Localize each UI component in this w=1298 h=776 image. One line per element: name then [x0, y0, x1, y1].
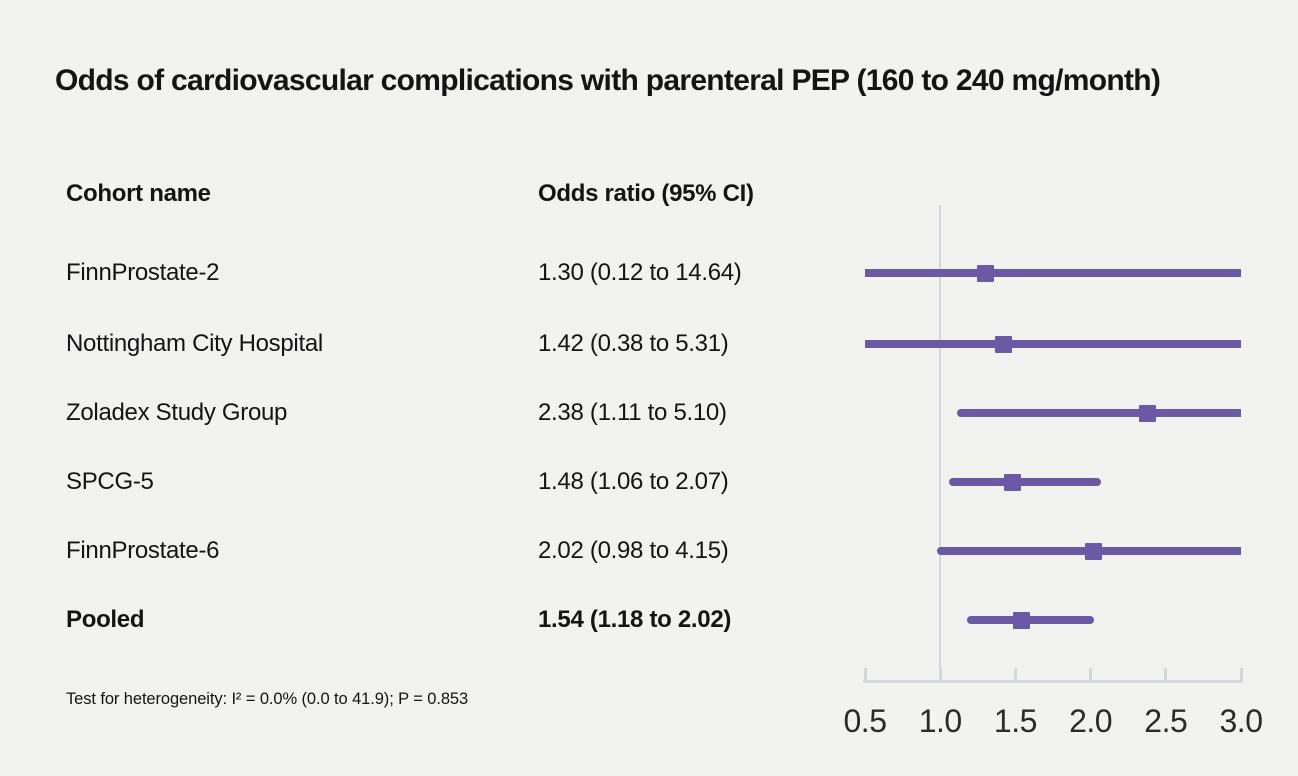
odds-ratio-value: 1.54 (1.18 to 2.02)	[538, 606, 732, 633]
ci-line	[865, 269, 1241, 277]
cohort-name: Nottingham City Hospital	[66, 330, 323, 357]
odds-ratio-marker	[1139, 404, 1157, 422]
ci-line	[956, 409, 1241, 417]
ci-line	[865, 340, 1241, 348]
odds-ratio-marker	[1012, 611, 1030, 629]
odds-ratio-marker	[976, 264, 994, 282]
axis-tick-label: 2.0	[1069, 703, 1113, 739]
axis-tick-label: 0.5	[843, 703, 887, 739]
axis-tick-label: 3.0	[1219, 703, 1263, 739]
axis-tick	[1164, 668, 1168, 682]
odds-ratio-marker	[1003, 473, 1021, 491]
axis-tick	[1013, 668, 1017, 682]
table-row: FinnProstate-6 2.02 (0.98 to 4.15)	[0, 535, 860, 567]
odds-ratio-value: 1.42 (0.38 to 5.31)	[538, 330, 729, 357]
table-row: Nottingham City Hospital 1.42 (0.38 to 5…	[0, 328, 860, 360]
axis-tick-label: 2.5	[1144, 703, 1188, 739]
odds-ratio-value: 1.30 (0.12 to 14.64)	[538, 259, 742, 286]
ci-line	[967, 616, 1094, 624]
column-header-cohort-name: Cohort name	[66, 180, 211, 207]
ci-line	[949, 478, 1102, 486]
odds-ratio-marker	[994, 335, 1012, 353]
cohort-name: FinnProstate-2	[66, 259, 220, 286]
axis-tick	[863, 668, 867, 682]
table-row-pooled: Pooled 1.54 (1.18 to 2.02)	[0, 604, 860, 636]
column-header-odds-ratio: Odds ratio (95% CI)	[538, 180, 754, 207]
cohort-name: Pooled	[66, 606, 145, 633]
table-row: Zoladex Study Group 2.38 (1.11 to 5.10)	[0, 397, 860, 429]
cohort-name: SPCG-5	[66, 468, 154, 495]
heterogeneity-footnote: Test for heterogeneity: I² = 0.0% (0.0 t…	[66, 690, 469, 708]
axis-tick	[1089, 668, 1093, 682]
cohort-name: Zoladex Study Group	[66, 399, 288, 426]
odds-ratio-marker	[1085, 542, 1103, 560]
chart-title: Odds of cardiovascular complications wit…	[55, 64, 1161, 97]
axis-tick	[1239, 668, 1243, 682]
table-row: SPCG-5 1.48 (1.06 to 2.07)	[0, 466, 860, 498]
axis-tick-label: 1.0	[918, 703, 962, 739]
odds-ratio-value: 2.02 (0.98 to 4.15)	[538, 537, 729, 564]
x-axis-line	[863, 679, 1243, 683]
axis-tick-label: 1.5	[993, 703, 1037, 739]
axis-tick	[938, 668, 942, 682]
odds-ratio-value: 2.38 (1.11 to 5.10)	[538, 399, 727, 426]
odds-ratio-value: 1.48 (1.06 to 2.07)	[538, 468, 729, 495]
reference-line	[938, 205, 942, 683]
cohort-name: FinnProstate-6	[66, 537, 220, 564]
table-row: FinnProstate-2 1.30 (0.12 to 14.64)	[0, 257, 860, 289]
